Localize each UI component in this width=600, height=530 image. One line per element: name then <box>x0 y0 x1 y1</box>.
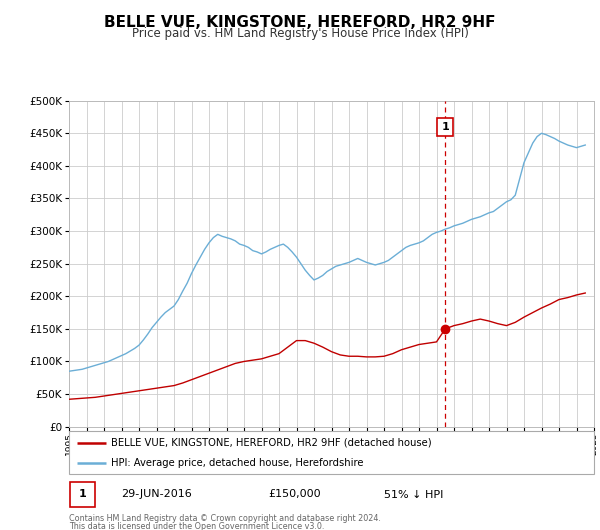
Text: BELLE VUE, KINGSTONE, HEREFORD, HR2 9HF: BELLE VUE, KINGSTONE, HEREFORD, HR2 9HF <box>104 15 496 30</box>
Text: 29-JUN-2016: 29-JUN-2016 <box>121 490 192 499</box>
Text: 1: 1 <box>442 122 449 132</box>
Text: Contains HM Land Registry data © Crown copyright and database right 2024.: Contains HM Land Registry data © Crown c… <box>69 514 381 523</box>
Bar <box>70 482 95 507</box>
Text: £150,000: £150,000 <box>269 490 321 499</box>
Text: HPI: Average price, detached house, Herefordshire: HPI: Average price, detached house, Here… <box>111 457 364 467</box>
Text: BELLE VUE, KINGSTONE, HEREFORD, HR2 9HF (detached house): BELLE VUE, KINGSTONE, HEREFORD, HR2 9HF … <box>111 438 431 448</box>
Text: 1: 1 <box>79 490 86 499</box>
Text: This data is licensed under the Open Government Licence v3.0.: This data is licensed under the Open Gov… <box>69 522 325 530</box>
Text: 51% ↓ HPI: 51% ↓ HPI <box>384 490 443 499</box>
Text: Price paid vs. HM Land Registry's House Price Index (HPI): Price paid vs. HM Land Registry's House … <box>131 26 469 40</box>
